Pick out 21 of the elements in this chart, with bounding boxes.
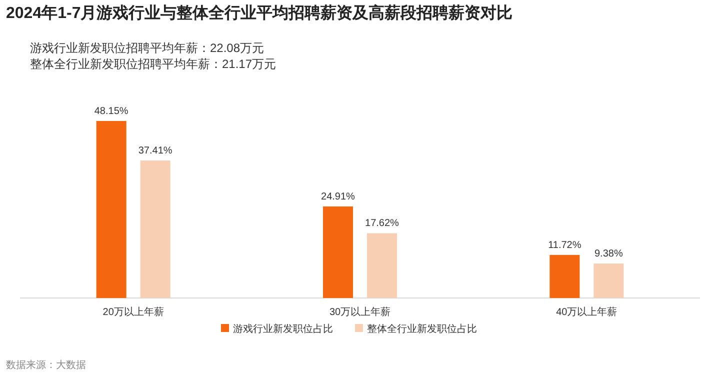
- data-label: 9.38%: [594, 248, 623, 260]
- legend-label: 游戏行业新发职位占比: [233, 323, 333, 335]
- data-label: 48.15%: [94, 106, 128, 117]
- x-tick-label: 20万以上年薪: [102, 306, 164, 318]
- x-tick-label: 30万以上年薪: [329, 306, 391, 318]
- bar: [140, 160, 170, 298]
- bar: [550, 254, 580, 298]
- bar: [323, 206, 353, 298]
- bar: [96, 121, 126, 298]
- bar: [367, 233, 397, 298]
- bar: [594, 264, 624, 298]
- x-tick-label: 40万以上年薪: [556, 306, 618, 318]
- source-note: 数据来源：大数据: [6, 359, 86, 371]
- data-label: 37.41%: [138, 145, 172, 156]
- text: 整体全行业新发职位招聘平均年薪：21.17万元: [30, 57, 276, 71]
- chart-title: 2024年1-7月游戏行业与整体全行业平均招聘薪资及高薪段招聘薪资对比: [6, 3, 513, 22]
- data-label: 24.91%: [321, 191, 356, 202]
- legend-label: 整体全行业新发职位占比: [367, 323, 477, 335]
- data-label: 11.72%: [548, 240, 582, 251]
- text: 游戏行业新发职位招聘平均年薪：22.08万元: [30, 41, 264, 55]
- data-label: 17.62%: [365, 218, 400, 230]
